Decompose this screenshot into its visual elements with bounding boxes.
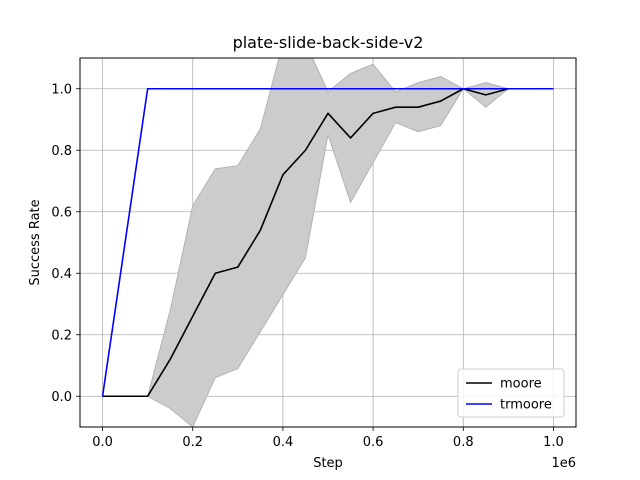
confidence-bands	[102, 58, 554, 427]
x-tick-label: 1.0	[543, 435, 564, 450]
x-axis-scale-label: 1e6	[551, 456, 576, 471]
moore-legend-label: moore	[500, 377, 542, 392]
x-tick-label: 0.6	[363, 435, 384, 450]
moore-line	[102, 87, 554, 398]
trmoore-line	[101, 87, 554, 397]
x-tick-label: 0.2	[182, 435, 203, 450]
x-tick-label: 0.4	[273, 435, 294, 450]
x-tick-label: 0.8	[453, 435, 474, 450]
chart-title: plate-slide-back-side-v2	[233, 33, 424, 52]
y-tick-label: 0.2	[51, 328, 72, 343]
plot-frame	[79, 57, 577, 428]
trmoore-legend-label: trmoore	[500, 398, 552, 413]
y-tick-label: 0.8	[51, 144, 72, 159]
ticks: 0.0 0.2 0.4 0.6 0.8 1.0 0.0 0.2 0.4 0.6 0.8 1.0	[51, 82, 563, 450]
y-tick-label: 0.4	[51, 267, 72, 282]
legend: moore trmoore	[457, 368, 565, 418]
y-axis-label: Success Rate	[28, 199, 43, 285]
moore-band	[102, 58, 554, 427]
y-tick-label: 0.6	[51, 205, 72, 220]
series-lines	[101, 87, 554, 398]
legend-box	[457, 368, 565, 418]
y-tick-label: 0.0	[51, 390, 72, 405]
x-axis-label: Step	[313, 456, 343, 471]
y-tick-label: 1.0	[51, 82, 72, 97]
x-tick-label: 0.0	[92, 435, 113, 450]
